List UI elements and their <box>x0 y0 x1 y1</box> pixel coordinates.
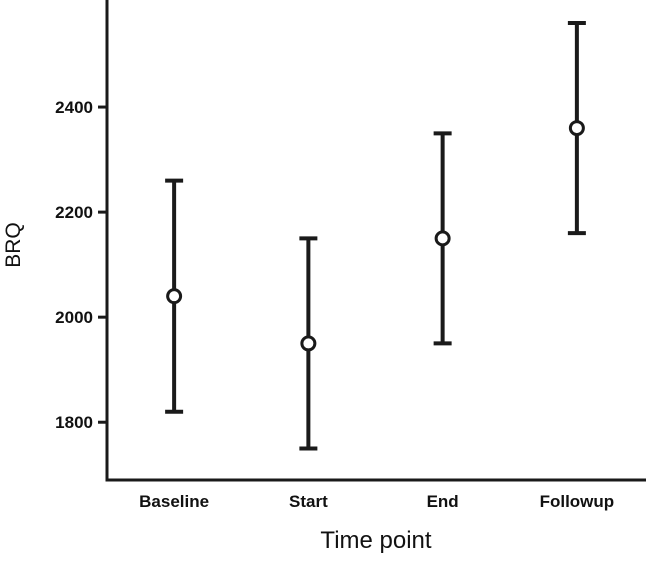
mean-marker <box>568 120 585 137</box>
mean-marker <box>166 288 183 305</box>
x-category-label: Start <box>289 492 328 511</box>
x-axis-title: Time point <box>320 527 431 554</box>
y-tick-label: 2000 <box>55 308 93 327</box>
mean-marker <box>300 335 317 352</box>
x-category-label: End <box>427 492 459 511</box>
y-tick-label: 2200 <box>55 203 93 222</box>
plot-area: 1800 2000 2200 2400 Baseline Start End Followup <box>55 0 646 511</box>
mean-marker <box>434 230 451 247</box>
y-axis-title: BRQ <box>2 222 25 268</box>
x-category-label: Followup <box>540 492 615 511</box>
y-tick-label: 1800 <box>55 413 93 432</box>
x-category-label: Baseline <box>139 492 209 511</box>
y-tick-label: 2400 <box>55 98 93 117</box>
